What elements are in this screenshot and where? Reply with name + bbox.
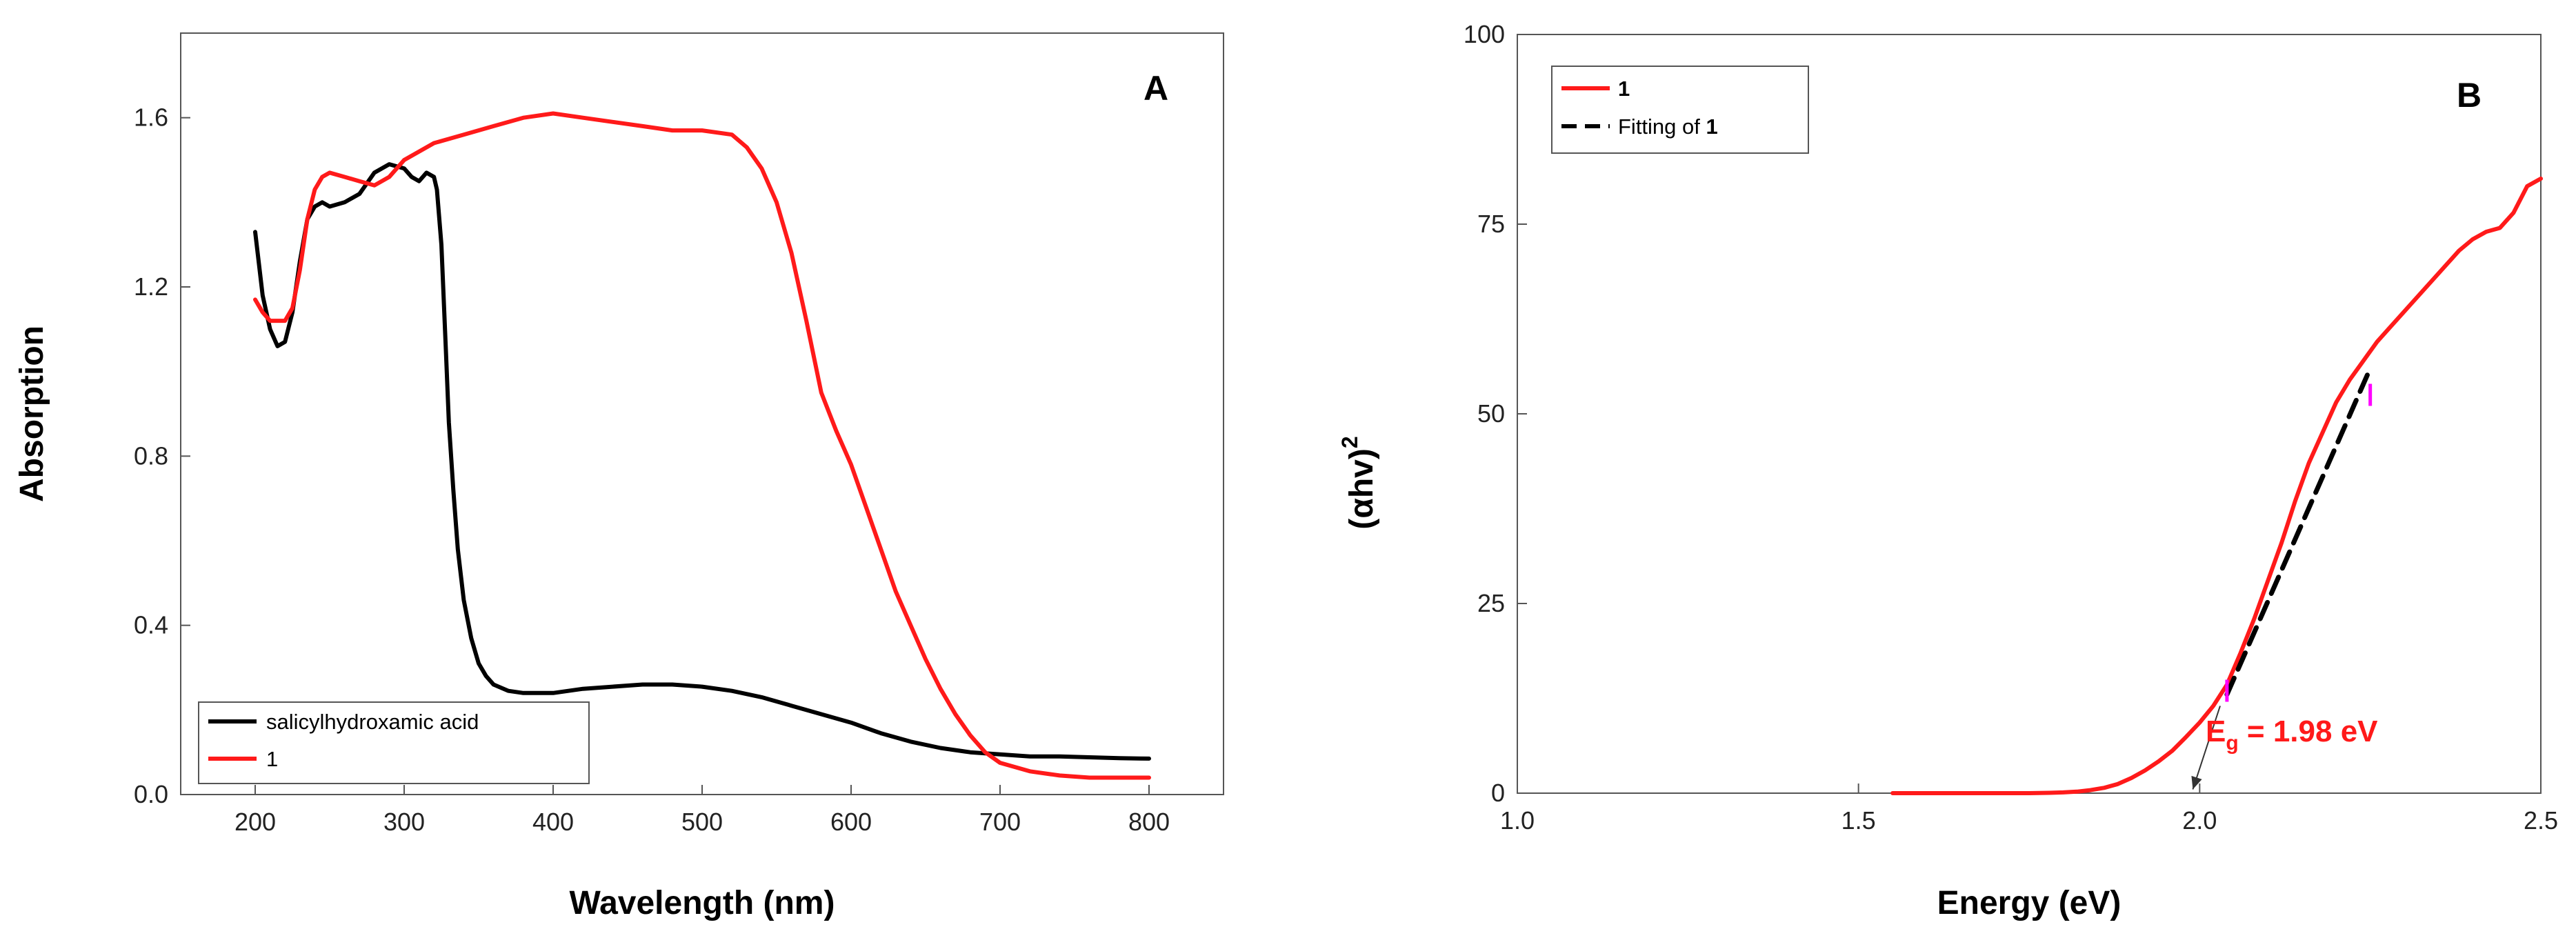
- series-line-a-1: [253, 111, 1151, 780]
- band-gap-annotation: Eg = 1.98 eV: [2206, 715, 2378, 755]
- x-tick-label-a: 400: [532, 808, 574, 836]
- series-group-b: [1890, 177, 2543, 795]
- x-tick-label-a: 700: [979, 808, 1021, 836]
- legend-label-1-b: 1: [1618, 77, 1630, 101]
- x-tick-label-a: 500: [681, 808, 723, 836]
- legend-box-a: [198, 701, 590, 784]
- panel-b: 1.0 1.5 2.0 2.5 0 25 50 75 100 B Energy (eV) (αh…: [1337, 20, 2558, 921]
- band-gap-annotation-sub: g: [2226, 732, 2238, 755]
- y-tick-label-b: 75: [1477, 210, 1505, 238]
- panel-a: 200 300 400 500 600 700 800 0.0 0.4 0.8 1.2 1.6 A W…: [14, 32, 1224, 921]
- series-line-a-salicylhydroxamic-acid: [253, 162, 1151, 761]
- y-axis-title-b: (αhv)2: [1337, 436, 1380, 529]
- x-tick-label-a: 300: [383, 808, 425, 836]
- y-tick-label-a: 1.2: [134, 272, 168, 301]
- legend-b: 1 Fitting of 1: [1551, 66, 1809, 154]
- band-gap-annotation-rest: = 1.98 eV: [2239, 715, 2378, 748]
- legend-label-fitting-prefix: Fitting of: [1618, 114, 1706, 139]
- y-tick-label-b: 100: [1464, 20, 1505, 48]
- y-tick-label-a: 1.6: [134, 103, 168, 132]
- band-gap-annotation-main: E: [2206, 715, 2226, 748]
- y-tick-label-b: 0: [1491, 779, 1505, 807]
- x-tick-label-b: 1.5: [1841, 806, 1876, 835]
- y-tick-label-a: 0.4: [134, 611, 168, 639]
- x-axis-title-b: Energy (eV): [1937, 885, 2121, 921]
- axis-ticks-a: 200 300 400 500 600 700 800 0.0 0.4 0.8 1.2 1.6: [134, 103, 1170, 836]
- y-axis-title-b-superscript: 2: [1337, 436, 1362, 448]
- y-tick-label-b: 50: [1477, 399, 1505, 428]
- series-group-a: [253, 111, 1151, 780]
- x-tick-label-b: 2.5: [2524, 806, 2558, 835]
- svg-text:Fitting of 1: Fitting of 1: [1618, 114, 1718, 139]
- x-tick-label-a: 200: [234, 808, 276, 836]
- y-tick-label-a: 0.0: [134, 780, 168, 808]
- band-gap-arrowhead: [2191, 775, 2202, 790]
- x-tick-label-a: 800: [1128, 808, 1170, 836]
- legend-box-b: [1551, 66, 1809, 154]
- x-tick-label-b: 1.0: [1500, 806, 1535, 835]
- y-axis-title-a: Absorption: [14, 326, 50, 502]
- legend-a: salicylhydroxamic acid 1: [198, 701, 590, 784]
- legend-label-salicylhydroxamic-acid: salicylhydroxamic acid: [266, 710, 479, 734]
- x-axis-title-a: Wavelength (nm): [570, 885, 835, 921]
- x-tick-label-b: 2.0: [2182, 806, 2217, 835]
- x-tick-label-a: 600: [830, 808, 872, 836]
- svg-text:(αhv)2: (αhv)2: [1337, 436, 1380, 529]
- axis-ticks-b: 1.0 1.5 2.0 2.5 0 25 50 75 100: [1464, 20, 2558, 835]
- series-line-b-fitting-of-1: [2224, 366, 2373, 697]
- series-line-b-1: [1890, 177, 2543, 795]
- legend-label-1-a: 1: [266, 747, 278, 771]
- panel-label-b: B: [2457, 76, 2482, 114]
- y-tick-label-a: 0.8: [134, 441, 168, 470]
- band-gap-arrow: [2192, 706, 2221, 790]
- legend-label-fitting-bold: 1: [1706, 114, 1718, 139]
- y-tick-label-b: 25: [1477, 589, 1505, 617]
- plot-frame-a: [180, 32, 1224, 795]
- panel-label-a: A: [1144, 69, 1168, 108]
- y-axis-title-b-main: (αhv): [1344, 448, 1380, 530]
